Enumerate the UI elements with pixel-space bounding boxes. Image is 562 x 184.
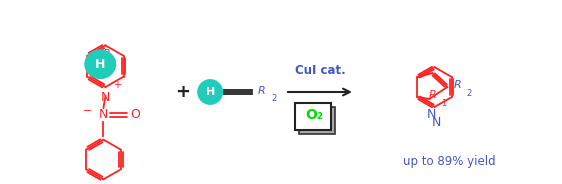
Text: N: N <box>99 108 108 121</box>
Text: CuI cat.: CuI cat. <box>294 64 345 77</box>
Text: 2: 2 <box>466 89 472 98</box>
FancyBboxPatch shape <box>295 103 331 130</box>
Text: +: + <box>114 80 121 90</box>
Text: R: R <box>453 80 461 90</box>
Text: H: H <box>206 87 215 97</box>
Text: O: O <box>130 108 140 121</box>
Text: N: N <box>101 91 110 104</box>
Text: +: + <box>175 83 190 101</box>
Text: 1: 1 <box>441 99 446 108</box>
Ellipse shape <box>84 49 116 79</box>
Text: −: − <box>83 106 92 116</box>
Text: N: N <box>432 116 441 129</box>
Text: 1: 1 <box>111 59 116 68</box>
Text: N: N <box>427 108 436 121</box>
Text: H: H <box>95 58 106 71</box>
Text: R: R <box>429 90 437 100</box>
Text: up to 89% yield: up to 89% yield <box>404 155 496 168</box>
Text: 2: 2 <box>271 94 277 103</box>
FancyBboxPatch shape <box>299 107 335 134</box>
Ellipse shape <box>197 79 223 105</box>
Text: O₂: O₂ <box>305 108 323 122</box>
Text: R: R <box>103 49 111 59</box>
Text: R: R <box>258 86 266 96</box>
